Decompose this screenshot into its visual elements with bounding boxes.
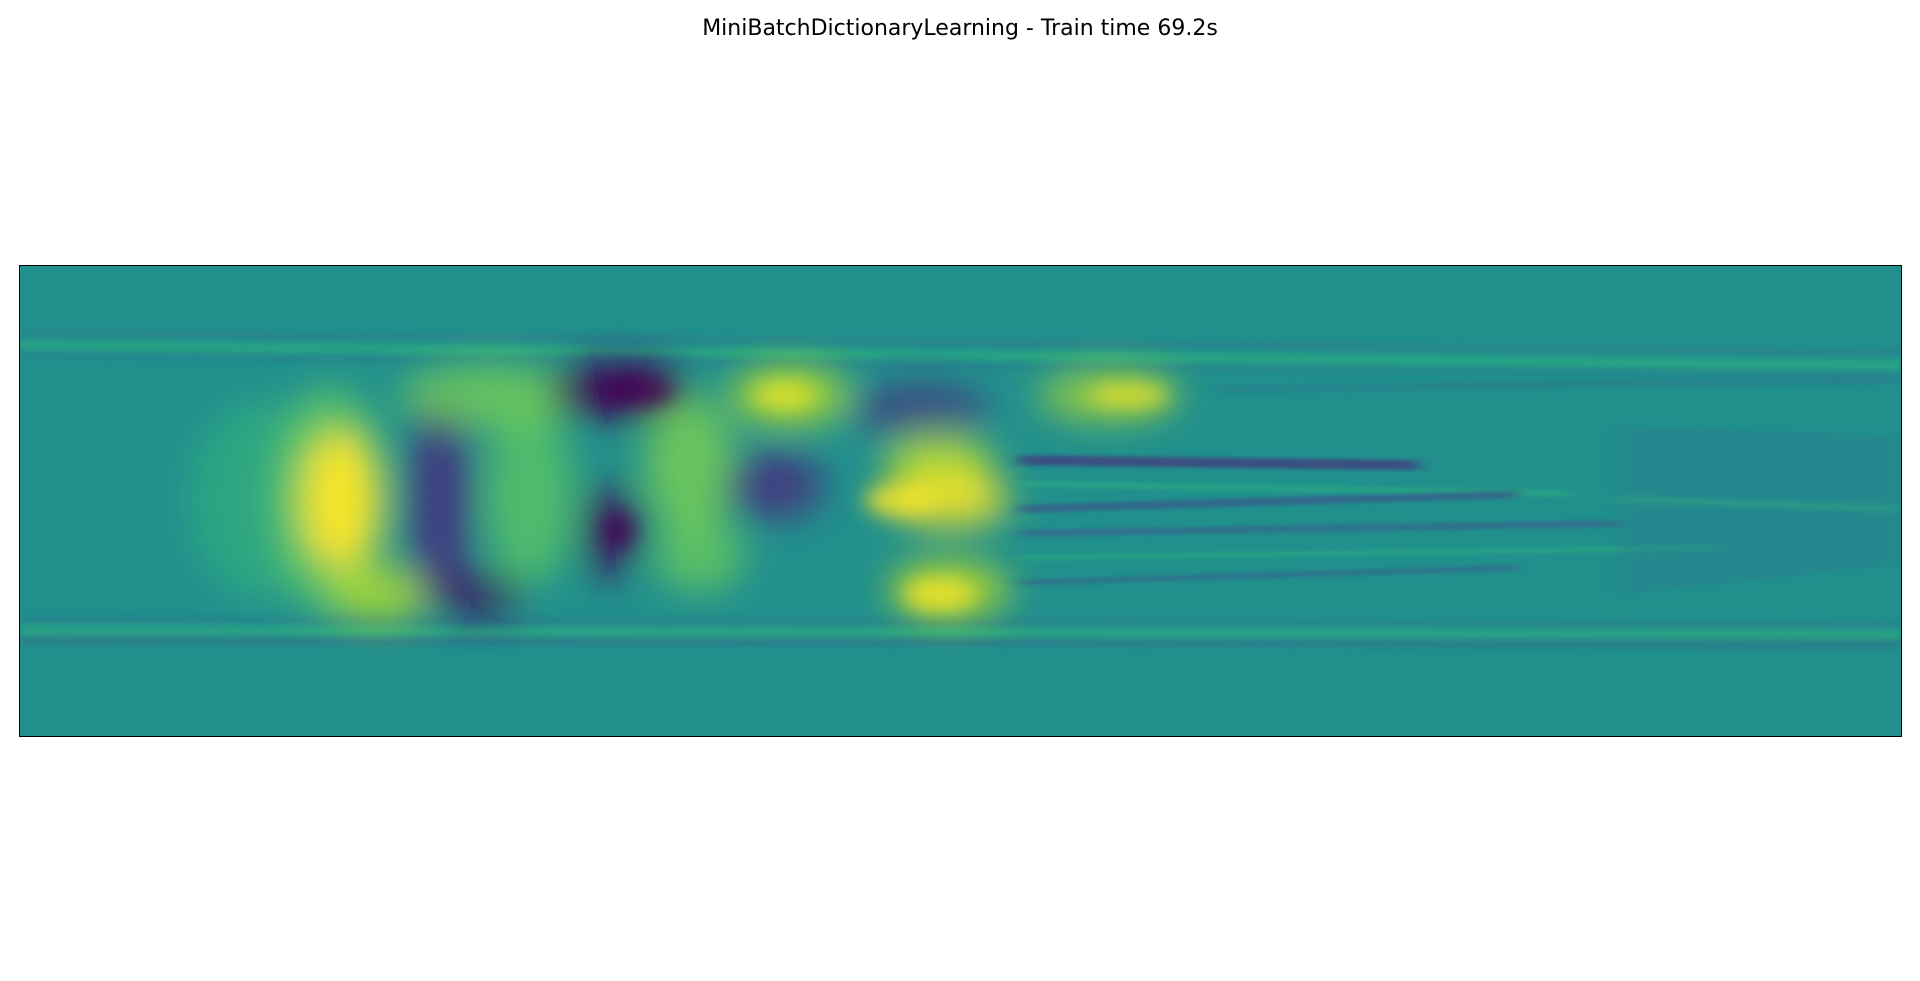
top-band [20,329,1901,378]
heatmap-axes [19,265,1902,737]
detail-texture [601,376,1169,611]
chart-title: MiniBatchDictionaryLearning - Train time… [702,16,1218,41]
streaks [1018,375,1901,595]
bottom-band [20,616,1901,647]
heatmap-image [20,266,1901,736]
